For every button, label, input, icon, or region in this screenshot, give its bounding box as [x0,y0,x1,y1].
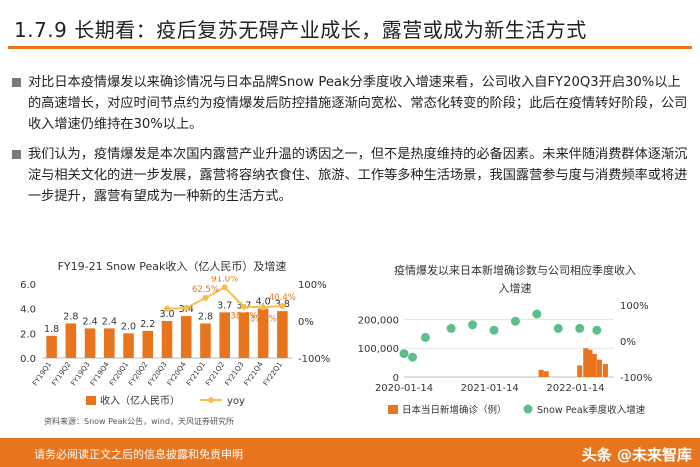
revenue-data-label: 3.0 [159,309,174,320]
legend-revenue-swatch [86,396,96,405]
bullet-paragraph-2: 我们认为，疫情爆发是本次国内露营产业升温的诱因之一，但不是热度维持的必备因素。未… [12,144,692,207]
revenue-data-label: 2.8 [63,311,78,322]
revenue-bar [104,328,115,358]
revenue-chart: 0.02.04.06.0-100%0%100%1.8FY19Q12.8FY19Q… [20,276,330,426]
legend-cases-swatch [388,405,398,414]
growth-point [446,323,456,333]
y-left-tick-label: 100,000 [358,344,399,355]
footer-disclaimer: 请务必阅读正文之后的信息披露和免责申明 [34,448,243,461]
growth-point [532,309,542,319]
watermark: 头条 @未来智库 [581,446,692,464]
y-left-tick-label: 4.0 [20,305,36,316]
y-left-tick-label: 0 [393,373,399,384]
bullet-text-2: 我们认为，疫情爆发是本次国内露营产业升温的诱因之一，但不是热度维持的必备因素。未… [28,147,688,204]
y-right-tick-label: -100% [620,373,652,384]
x-tick-label: 2021-01-14 [461,383,519,394]
yoy-point [183,305,190,312]
revenue-bar [142,330,154,358]
footer-bar: 请务必阅读正文之后的信息披露和免责申明 头条 @未来智库 [0,438,700,467]
x-tick-label: FY22Q1 [262,361,284,388]
legend-yoy-marker [208,397,214,403]
cases-bar [538,369,544,377]
yoy-data-label: 62.5% [192,285,219,295]
growth-point [553,323,563,333]
revenue-bar [161,321,173,358]
y-left-tick-label: 6.0 [20,280,36,291]
growth-point [468,320,478,330]
revenue-bar [257,308,269,358]
yoy-data-label: 37.0% [250,314,277,324]
growth-point [575,323,585,333]
y-right-tick-label: 100% [620,301,649,312]
legend-yoy-label: yoy [227,396,245,407]
revenue-data-label: 3.7 [217,300,232,311]
cases-bar [583,348,589,377]
y-left-tick-label: 200,000 [358,315,399,326]
legend-revenue-label: 收入（亿人民币） [100,394,180,407]
revenue-bar [46,335,57,358]
yoy-data-label: 91.0% [211,276,238,284]
x-tick-label: 2020-01-14 [375,383,433,394]
yoy-point [202,294,209,301]
revenue-bar [219,312,230,358]
growth-point [592,325,602,335]
y-left-tick-label: 2.0 [20,329,36,340]
legend-growth-label: Snow Peak季度收入增速 [537,404,646,416]
y-right-tick-label: 100% [298,280,327,291]
revenue-bar [238,312,250,358]
right-chart-title-line1: 疫情爆发以来日本新增确诊数与公司相应季度收入 [394,264,636,277]
bullet-paragraph-1: 对比日本疫情爆发以来确诊情况与日本品牌Snow Peak分季度收入增速来看，公司… [12,72,692,135]
yoy-point [260,304,267,311]
yoy-point [279,303,286,310]
cases-bar [591,353,597,377]
page-title: 1.7.9 长期看：疫后复苏无碍产业成长，露营或成为新生活方式 [14,18,587,42]
cases-bar [602,364,608,377]
revenue-data-label: 4.0 [256,297,271,308]
legend-growth-marker [523,404,533,414]
right-chart-title-line2: 入增速 [498,282,532,295]
x-tick-label: 2022-01-14 [546,383,604,394]
revenue-data-label: 2.2 [140,319,155,330]
revenue-bar [200,323,211,358]
revenue-bar [180,316,192,358]
growth-point [510,316,520,326]
bullet-text-1: 对比日本疫情爆发以来确诊情况与日本品牌Snow Peak分季度收入增速来看，公司… [28,75,688,132]
y-right-tick-label: -100% [298,354,330,365]
yoy-point [221,284,228,291]
cases-bar [543,371,549,377]
chart-source: 资料来源：Snow Peak公告，wind，天风证券研究所 [44,416,234,426]
revenue-bar [84,328,96,358]
revenue-data-label: 2.4 [83,316,98,327]
revenue-bar [65,323,77,358]
y-right-tick-label: 0% [620,337,636,348]
revenue-bar [123,333,134,358]
yoy-data-label: 40.4% [269,293,296,303]
title-underline [8,46,692,49]
cases-bar [596,359,602,377]
growth-point [408,352,418,362]
growth-point [489,325,499,335]
cases-growth-chart: 0 100,000 200,000 -100% 0% 100% 2020-01-14 2021… [358,301,653,416]
revenue-data-label: 2.4 [102,316,117,327]
left-chart-title: FY19-21 Snow Peak收入（亿人民币）及增速 [57,260,287,273]
cases-bar [577,365,583,377]
yoy-point [240,303,247,310]
growth-point [399,349,409,359]
growth-point [420,332,430,342]
y-right-tick-label: 0% [298,317,314,328]
y-left-tick-label: 0.0 [20,354,36,365]
revenue-data-label: 2.8 [198,311,213,322]
bullet-square-icon [12,150,21,159]
yoy-data-label: 38.6% [230,312,257,322]
legend-cases-label: 日本当日新增确诊（例） [402,404,507,416]
cases-bar [587,349,593,377]
yoy-point [164,305,170,312]
revenue-bar [277,311,288,358]
revenue-data-label: 1.8 [44,324,59,335]
revenue-data-label: 2.0 [121,321,136,332]
bullet-square-icon [12,78,21,87]
